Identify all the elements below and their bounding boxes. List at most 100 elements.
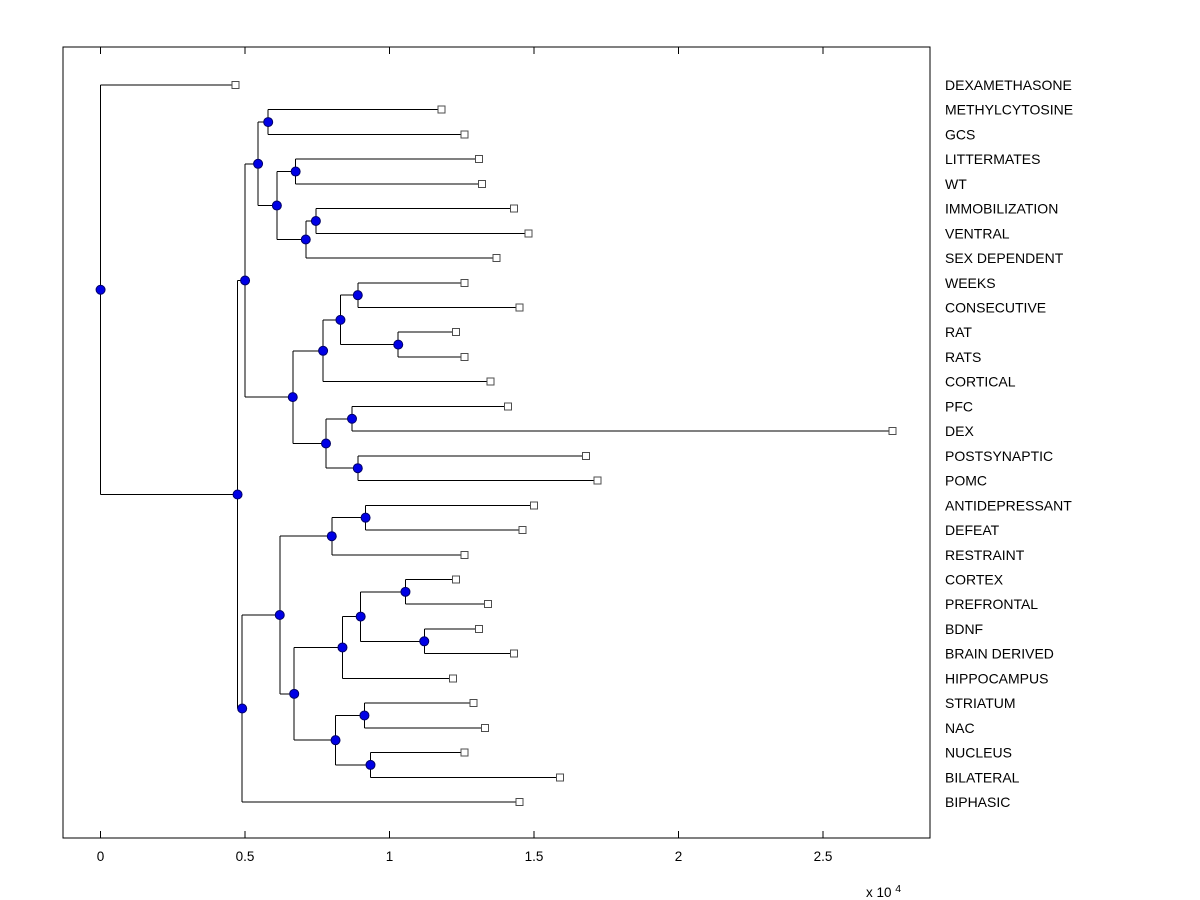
leaf-marker	[460, 130, 469, 139]
leaf-marker	[515, 303, 524, 312]
leaf-marker	[460, 352, 469, 361]
branch-node-marker	[393, 339, 404, 350]
leaf-label: DEFEAT	[945, 522, 1000, 538]
branch-node-marker	[289, 688, 300, 699]
leaf-labels: DEXAMETHASONE METHYLCYTOSINE GCS LITTERMATE…	[945, 77, 1073, 810]
leaf-label: BIPHASIC	[945, 794, 1010, 810]
leaf-label: BILATERAL	[945, 769, 1020, 785]
leaf-marker	[480, 723, 489, 732]
leaf-label: NAC	[945, 720, 975, 736]
leaf-marker	[478, 179, 487, 188]
branch-node-marker	[335, 314, 346, 325]
leaf-label: NUCLEUS	[945, 745, 1012, 761]
branch-node-markers	[95, 117, 430, 770]
leaf-marker	[483, 600, 492, 609]
branch-node-marker	[300, 234, 311, 245]
branch-node-marker	[355, 611, 366, 622]
leaf-marker	[530, 501, 539, 510]
leaf-marker	[509, 204, 518, 213]
leaf-marker	[460, 748, 469, 757]
leaf-marker	[486, 377, 495, 386]
branch-node-marker	[359, 710, 370, 721]
leaf-marker	[556, 773, 565, 782]
branch-node-marker	[310, 215, 321, 226]
leaf-marker	[469, 699, 478, 708]
branch-node-marker	[352, 463, 363, 474]
leaf-marker	[460, 278, 469, 287]
leaf-label: ANTIDEPRESSANT	[945, 497, 1072, 513]
leaf-marker	[593, 476, 602, 485]
leaf-label: GCS	[945, 126, 975, 142]
branch-node-marker	[400, 586, 411, 597]
branch-node-marker	[237, 703, 248, 714]
leaf-marker	[518, 526, 527, 535]
leaf-marker	[888, 427, 897, 436]
branch-node-marker	[360, 512, 371, 523]
leaf-marker	[437, 105, 446, 114]
leaf-label: CORTICAL	[945, 374, 1016, 390]
x-tick-label: 1	[386, 849, 394, 864]
leaf-marker	[509, 649, 518, 658]
branch-node-marker	[263, 117, 274, 128]
leaf-label: DEXAMETHASONE	[945, 77, 1072, 93]
leaf-label: POSTSYNAPTIC	[945, 448, 1053, 464]
leaf-marker	[231, 81, 240, 89]
leaf-label: CORTEX	[945, 571, 1004, 587]
branch-node-marker	[320, 438, 331, 449]
branch-node-marker	[287, 392, 298, 403]
plot-box	[62, 46, 931, 839]
leaf-label: METHYLCYTOSINE	[945, 102, 1073, 118]
branch-node-marker	[271, 200, 282, 211]
leaf-label: LITTERMATES	[945, 151, 1040, 167]
x-tick-label: 0.5	[236, 849, 255, 864]
leaf-marker	[524, 229, 533, 238]
branch-lines	[100, 84, 893, 803]
leaf-marker	[492, 254, 501, 263]
branch-node-marker	[95, 284, 106, 295]
branch-node-marker	[253, 158, 264, 169]
leaf-markers	[231, 81, 897, 806]
branch-node-marker	[326, 531, 337, 542]
x-tick-label: 2	[675, 849, 683, 864]
leaf-marker	[460, 550, 469, 559]
leaf-label: PREFRONTAL	[945, 596, 1038, 612]
leaf-marker	[475, 624, 484, 633]
branch-node-marker	[330, 735, 341, 746]
leaf-marker	[475, 155, 484, 164]
leaf-marker	[452, 575, 461, 584]
x-axis-exponent-label: x 10 4	[866, 883, 901, 900]
leaf-marker	[452, 328, 461, 337]
leaf-label: BDNF	[945, 621, 983, 637]
x-axis: 0 0.5 1 1.5 2 2.5 x 10 4	[62, 46, 931, 900]
leaf-label: HIPPOCAMPUS	[945, 670, 1048, 686]
leaf-label: DEX	[945, 423, 974, 439]
branch-node-marker	[352, 290, 363, 301]
leaf-label: BRAIN DERIVED	[945, 646, 1054, 662]
x-tick-label: 1.5	[525, 849, 544, 864]
leaf-label: WEEKS	[945, 275, 996, 291]
leaf-marker	[582, 451, 591, 460]
leaf-label: RAT	[945, 324, 972, 340]
branch-node-marker	[365, 759, 376, 770]
leaf-label: POMC	[945, 473, 987, 489]
branch-node-marker	[337, 642, 348, 653]
leaf-label: IMMOBILIZATION	[945, 201, 1058, 217]
leaf-label: CONSECUTIVE	[945, 300, 1046, 316]
branch-node-marker	[232, 489, 243, 500]
leaf-label: PFC	[945, 398, 973, 414]
leaf-label: VENTRAL	[945, 225, 1010, 241]
branch-node-marker	[419, 636, 430, 647]
x-tick-label: 2.5	[814, 849, 833, 864]
leaf-label: STRIATUM	[945, 695, 1016, 711]
leaf-label: RATS	[945, 349, 981, 365]
leaf-marker	[515, 797, 524, 806]
branch-node-marker	[240, 275, 251, 286]
leaf-marker	[449, 674, 458, 683]
branch-node-marker	[318, 345, 329, 356]
branch-node-marker	[274, 610, 285, 621]
branch-node-marker	[347, 413, 357, 424]
x-tick-label: 0	[97, 849, 105, 864]
leaf-label: RESTRAINT	[945, 547, 1025, 563]
